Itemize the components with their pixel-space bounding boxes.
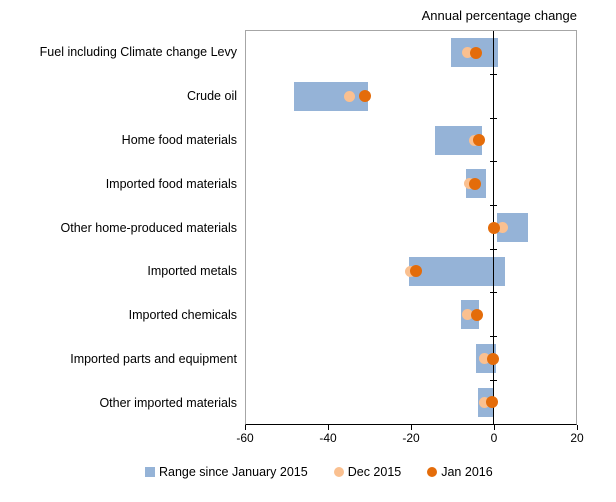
marker-dec-2015: [462, 309, 474, 321]
category-label: Home food materials: [121, 132, 237, 147]
plot-area: [245, 30, 577, 425]
legend-swatch-square-icon: [145, 467, 155, 477]
marker-jan-2016: [486, 396, 499, 409]
category-label: Other imported materials: [99, 396, 237, 411]
category-axis: Fuel including Climate change Levy Crude …: [0, 30, 237, 425]
chart-title: Annual percentage change: [421, 8, 577, 23]
legend-item: Jan 2016: [427, 465, 493, 479]
marker-jan-2016: [409, 265, 422, 278]
marker-jan-2016: [486, 352, 499, 365]
legend-item: Dec 2015: [333, 465, 402, 479]
zero-axis-tick: [490, 74, 497, 76]
x-axis-tick-label: 20: [570, 431, 584, 445]
category-label: Imported food materials: [105, 176, 237, 191]
legend: Range since January 2015 Dec 2015 Jan 2016: [145, 464, 493, 480]
category-label: Crude oil: [186, 88, 237, 103]
marker-jan-2016: [358, 90, 371, 103]
legend-item: Range since January 2015: [145, 465, 308, 479]
x-axis-tick: [576, 425, 578, 430]
zero-axis-tick: [490, 292, 497, 294]
marker-jan-2016: [487, 221, 500, 234]
zero-axis-tick: [490, 161, 497, 163]
zero-axis-tick: [490, 336, 497, 338]
x-axis-tick: [493, 425, 495, 430]
zero-axis-tick: [490, 379, 497, 381]
x-axis: -60 -40 -20 0 20: [236, 425, 584, 447]
x-axis-tick: [410, 425, 412, 430]
marker-jan-2016: [471, 308, 484, 321]
marker-dec-2015: [461, 47, 473, 59]
marker-dec-2015: [344, 90, 356, 102]
category-label: Imported metals: [147, 264, 237, 279]
category-label: Imported parts and equipment: [70, 352, 237, 367]
marker-dec-2015: [497, 222, 509, 233]
zero-axis-tick: [490, 205, 497, 207]
x-axis-tick-label: -60: [236, 431, 254, 445]
x-axis-tick-label: 0: [490, 431, 498, 445]
category-label: Other home-produced materials: [60, 220, 237, 235]
marker-jan-2016: [473, 134, 486, 147]
x-axis-tick-label: -40: [319, 431, 337, 445]
legend-label: Jan 2016: [441, 465, 493, 479]
legend-swatch-circle-icon: [427, 467, 438, 477]
legend-label: Range since January 2015: [159, 465, 308, 479]
marker-dec-2015: [478, 396, 490, 408]
marker-jan-2016: [469, 46, 482, 59]
x-axis-tick: [244, 425, 246, 430]
zero-axis-tick: [490, 248, 497, 250]
range-bar: [408, 256, 505, 286]
marker-jan-2016: [468, 177, 481, 190]
zero-axis-tick: [490, 117, 497, 119]
marker-dec-2015: [478, 353, 490, 364]
legend-label: Dec 2015: [347, 465, 402, 479]
range-bar: [293, 81, 368, 111]
category-label: Imported chemicals: [128, 308, 237, 323]
x-axis-tick: [327, 425, 329, 430]
category-label: Fuel including Climate change Levy: [39, 44, 237, 59]
legend-swatch-circle-icon: [333, 467, 344, 477]
x-axis-tick-label: -20: [402, 431, 420, 445]
